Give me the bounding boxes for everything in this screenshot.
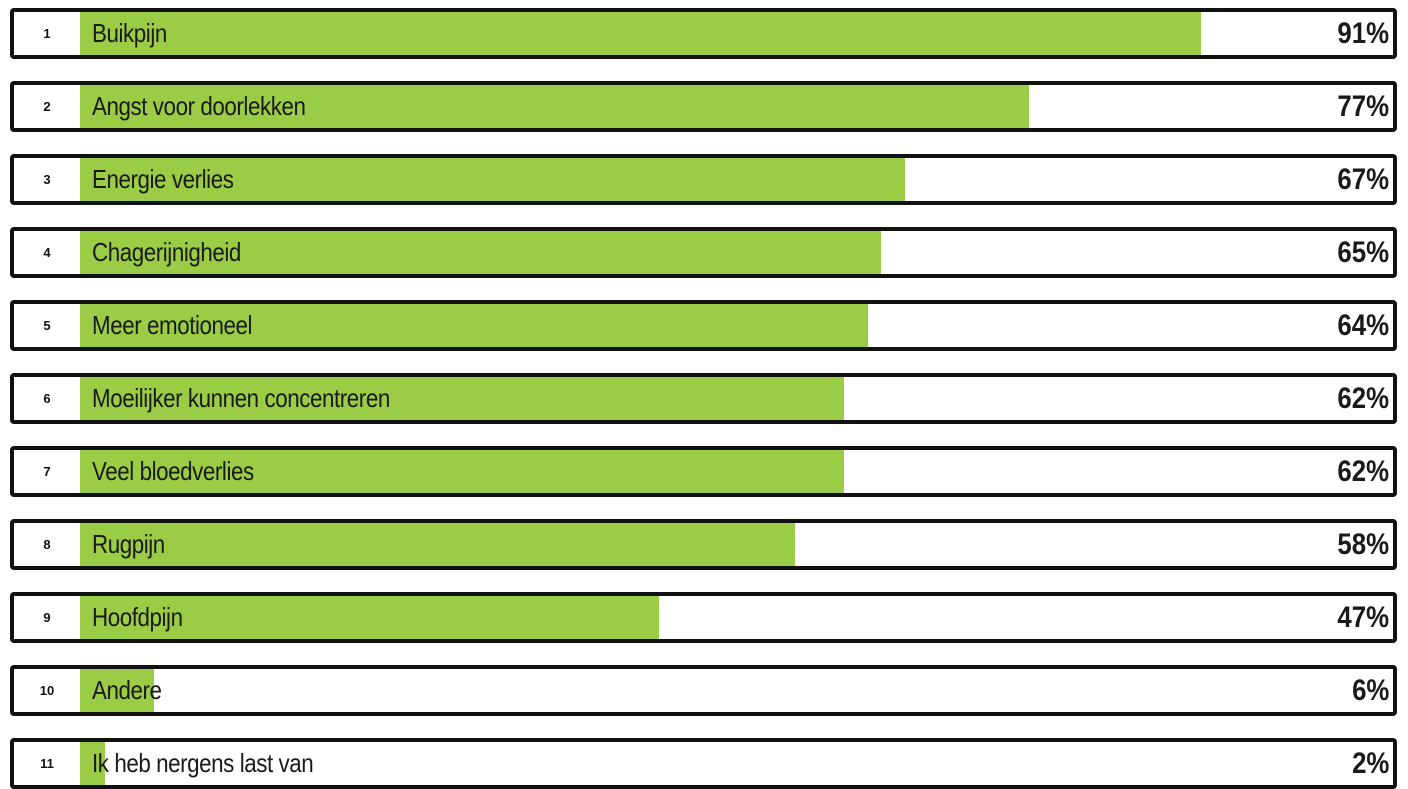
chart-row: 9 Hoofdpijn 47% [10,592,1397,643]
category-label: Angst voor doorlekken [92,91,306,121]
bar [80,377,844,420]
value-label: 77% [1337,89,1389,123]
value-label: 64% [1337,308,1389,342]
bar [80,523,795,566]
rank-number: 9 [43,610,51,625]
chart-row: 8 Rugpijn 58% [10,519,1397,570]
rank-number: 7 [43,464,51,479]
category-label: Chagerijnigheid [92,237,241,267]
category-label: Hoofdpijn [92,602,183,632]
value-label: 91% [1337,16,1389,50]
chart-row: 6 Moeilijker kunnen concentreren 62% [10,373,1397,424]
chart-row: 10 Andere 6% [10,665,1397,716]
category-label: Ik heb nergens last van [92,748,314,778]
category-label: Buikpijn [92,18,167,48]
rank-number: 1 [43,26,51,41]
bar [80,450,844,493]
rank-number: 8 [43,537,51,552]
chart-row: 7 Veel bloedverlies 62% [10,446,1397,497]
category-label: Moeilijker kunnen concentreren [92,383,390,413]
chart-row: 1 Buikpijn 91% [10,8,1397,59]
rank-number: 4 [43,245,51,260]
value-label: 58% [1337,527,1389,561]
chart-row: 11 Ik heb nergens last van 2% [10,738,1397,789]
value-label: 47% [1337,600,1389,634]
rank-number: 11 [40,756,54,771]
value-label: 62% [1337,381,1389,415]
value-label: 65% [1337,235,1389,269]
bar [80,742,105,785]
rank-number: 3 [43,172,51,187]
bar [80,12,1201,55]
value-label: 2% [1351,746,1389,780]
chart-row: 5 Meer emotioneel 64% [10,300,1397,351]
value-label: 67% [1337,162,1389,196]
chart-row: 2 Angst voor doorlekken 77% [10,81,1397,132]
category-label: Energie verlies [92,164,234,194]
chart-row: 4 Chagerijnigheid 65% [10,227,1397,278]
bar [80,231,881,274]
rank-number: 6 [43,391,51,406]
bar [80,85,1029,128]
category-label: Meer emotioneel [92,310,253,340]
category-label: Andere [92,675,162,705]
rank-number: 2 [43,99,51,114]
bar [80,158,905,201]
value-label: 6% [1351,673,1389,707]
value-label: 62% [1337,454,1389,488]
bar [80,596,659,639]
chart-row: 3 Energie verlies 67% [10,154,1397,205]
bar [80,669,154,712]
bar [80,304,868,347]
category-label: Rugpijn [92,529,165,559]
rank-number: 10 [39,683,55,698]
category-label: Veel bloedverlies [92,456,254,486]
rank-number: 5 [43,318,51,333]
